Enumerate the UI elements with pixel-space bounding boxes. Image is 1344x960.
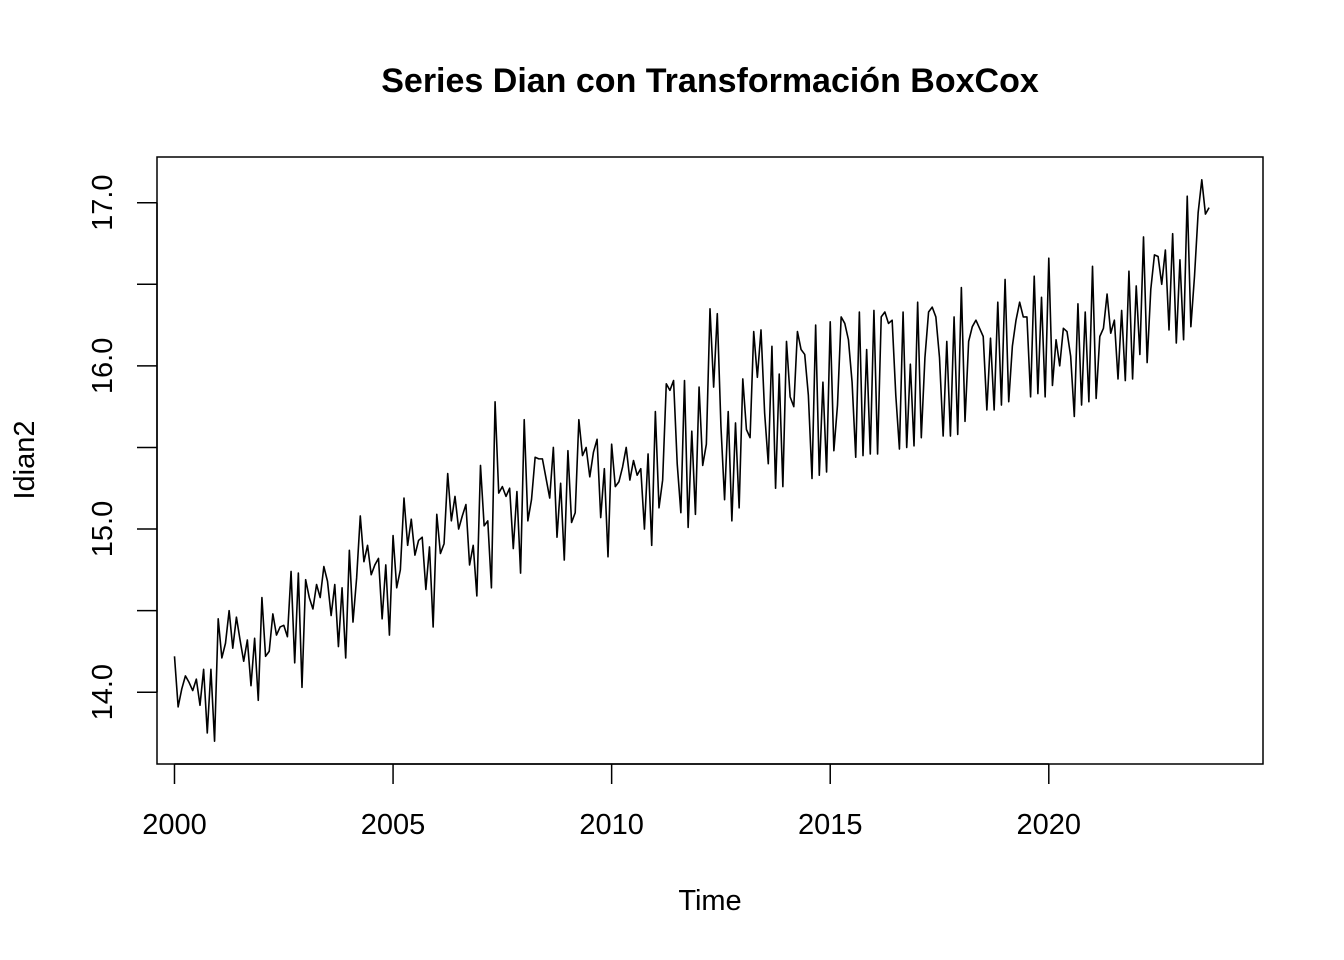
y-tick-label: 17.0 [87, 174, 119, 230]
y-tick-label: 16.0 [87, 338, 119, 394]
y-tick-label: 14.0 [87, 664, 119, 720]
plot-frame [156, 156, 1264, 765]
y-axis-label: Idian2 [9, 420, 41, 499]
series-layer [173, 179, 1210, 742]
x-axis: 2000 2005 2010 2015 2020 [142, 763, 1082, 841]
series-line-0 [173, 179, 1210, 742]
x-tick-label: 2010 [579, 809, 644, 841]
y-axis: 14.0 15.0 16.0 17.0 [87, 174, 158, 720]
x-axis-label: Time [678, 885, 741, 917]
x-tick-label: 2000 [142, 809, 207, 841]
x-tick-label: 2005 [361, 809, 426, 841]
chart-title: Series Dian con Transformación BoxCox [381, 62, 1039, 100]
y-tick-label: 15.0 [87, 501, 119, 557]
x-tick-label: 2015 [798, 809, 863, 841]
x-tick-label: 2020 [1017, 809, 1082, 841]
